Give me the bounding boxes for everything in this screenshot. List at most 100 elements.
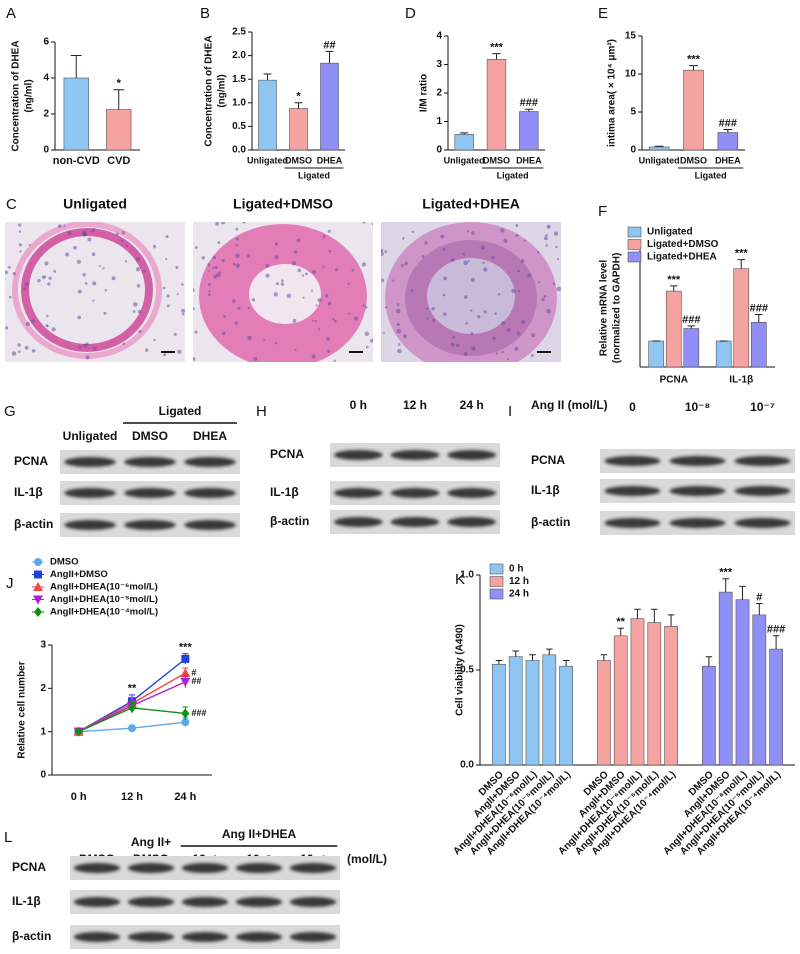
lane-label: 0 h <box>350 398 367 412</box>
nucleus <box>463 260 468 266</box>
error-bar <box>512 650 519 657</box>
nucleus <box>545 234 548 237</box>
header-label: Ang II+DHEA <box>222 827 297 841</box>
y-tick-label: 0 <box>43 145 49 156</box>
nucleus <box>515 233 519 237</box>
blot-band <box>447 450 497 460</box>
nucleus <box>274 342 278 345</box>
y-tick-label: 0.0 <box>232 145 246 156</box>
blot-band <box>390 517 440 527</box>
nucleus <box>492 336 496 341</box>
nucleus <box>30 319 35 323</box>
error-bar <box>689 65 698 71</box>
error-bar <box>723 128 733 133</box>
nucleus <box>273 292 278 297</box>
nucleus <box>121 239 124 243</box>
nucleus <box>136 284 141 288</box>
nucleus <box>12 272 16 276</box>
nucleus <box>384 250 388 254</box>
nucleus <box>132 310 136 313</box>
panel-letter: A <box>6 5 16 22</box>
nucleus <box>315 304 318 307</box>
y-axis-label: (ng/ml) <box>24 79 35 112</box>
legend-marker <box>33 582 43 591</box>
x-tick-label: DMSO <box>285 155 312 165</box>
nucleus <box>556 257 560 261</box>
blot-band <box>604 486 661 496</box>
nucleus <box>462 252 465 256</box>
nucleus <box>471 346 476 351</box>
legend-label: Ligated+DHEA <box>647 252 717 263</box>
bar <box>702 665 716 766</box>
x-tick-label: DMSO <box>680 155 707 165</box>
blot-band <box>333 517 383 527</box>
nucleus <box>404 261 409 266</box>
nucleus <box>381 278 385 283</box>
group-label: Ligated <box>298 170 330 180</box>
bar <box>486 59 507 151</box>
nucleus <box>165 235 169 239</box>
nucleus <box>403 334 407 339</box>
nucleus <box>471 231 475 235</box>
blot-band <box>181 863 229 873</box>
y-tick-label: 3 <box>436 59 442 70</box>
nucleus <box>103 311 107 315</box>
nucleus <box>440 234 445 239</box>
bar <box>630 618 645 766</box>
nucleus <box>207 270 211 273</box>
lane-label: DHEA <box>193 429 227 443</box>
nucleus <box>91 229 95 233</box>
nucleus <box>218 271 222 274</box>
lane-label: 0 <box>629 400 636 414</box>
row-label: β-actin <box>531 515 570 529</box>
nucleus <box>326 336 331 341</box>
x-tick-label: IL-1β <box>729 375 753 386</box>
y-axis-label: Concentration of DHEA <box>11 40 22 151</box>
blot-band <box>447 488 497 498</box>
blot-band <box>73 897 121 907</box>
nucleus <box>442 293 446 297</box>
nucleus <box>424 241 428 245</box>
blot-band <box>289 863 337 873</box>
x-tick-label: Unligated <box>639 155 680 165</box>
y-tick-label: 1.5 <box>232 74 246 85</box>
marker <box>181 708 190 719</box>
x-tick-label: DMSO <box>483 155 510 165</box>
bar <box>289 108 308 151</box>
legend-label: AngII+DHEA(10⁻⁴mol/L) <box>50 607 158 618</box>
nucleus <box>507 358 510 361</box>
nucleus <box>223 314 226 318</box>
nucleus <box>286 293 292 299</box>
nucleus <box>396 303 400 306</box>
axis-label: Ang II (mol/L) <box>531 398 608 412</box>
group-label: Ligated <box>497 170 529 180</box>
nucleus <box>361 262 367 267</box>
nucleus <box>327 349 331 354</box>
annotation: ### <box>719 117 737 129</box>
nucleus <box>477 314 481 319</box>
nucleus <box>450 342 455 347</box>
nucleus <box>397 323 400 326</box>
error-bar <box>113 89 125 110</box>
nucleus <box>527 273 532 278</box>
nucleus <box>501 320 506 326</box>
nucleus <box>511 288 516 294</box>
nucleus <box>47 282 51 286</box>
nucleus <box>92 281 97 286</box>
annotation: ### <box>682 314 700 326</box>
blot-band <box>333 450 383 460</box>
x-tick-label: non-CVD <box>53 155 100 167</box>
row-label: PCNA <box>14 454 48 468</box>
nucleus <box>115 232 119 236</box>
row-label: PCNA <box>531 453 565 467</box>
bar <box>750 321 767 368</box>
nucleus <box>431 318 436 323</box>
marker <box>74 726 83 737</box>
blot-band <box>333 488 383 498</box>
nucleus <box>292 261 297 266</box>
nucleus <box>421 255 425 258</box>
nucleus <box>463 295 468 299</box>
blot-band <box>669 456 726 466</box>
nucleus <box>395 308 401 314</box>
